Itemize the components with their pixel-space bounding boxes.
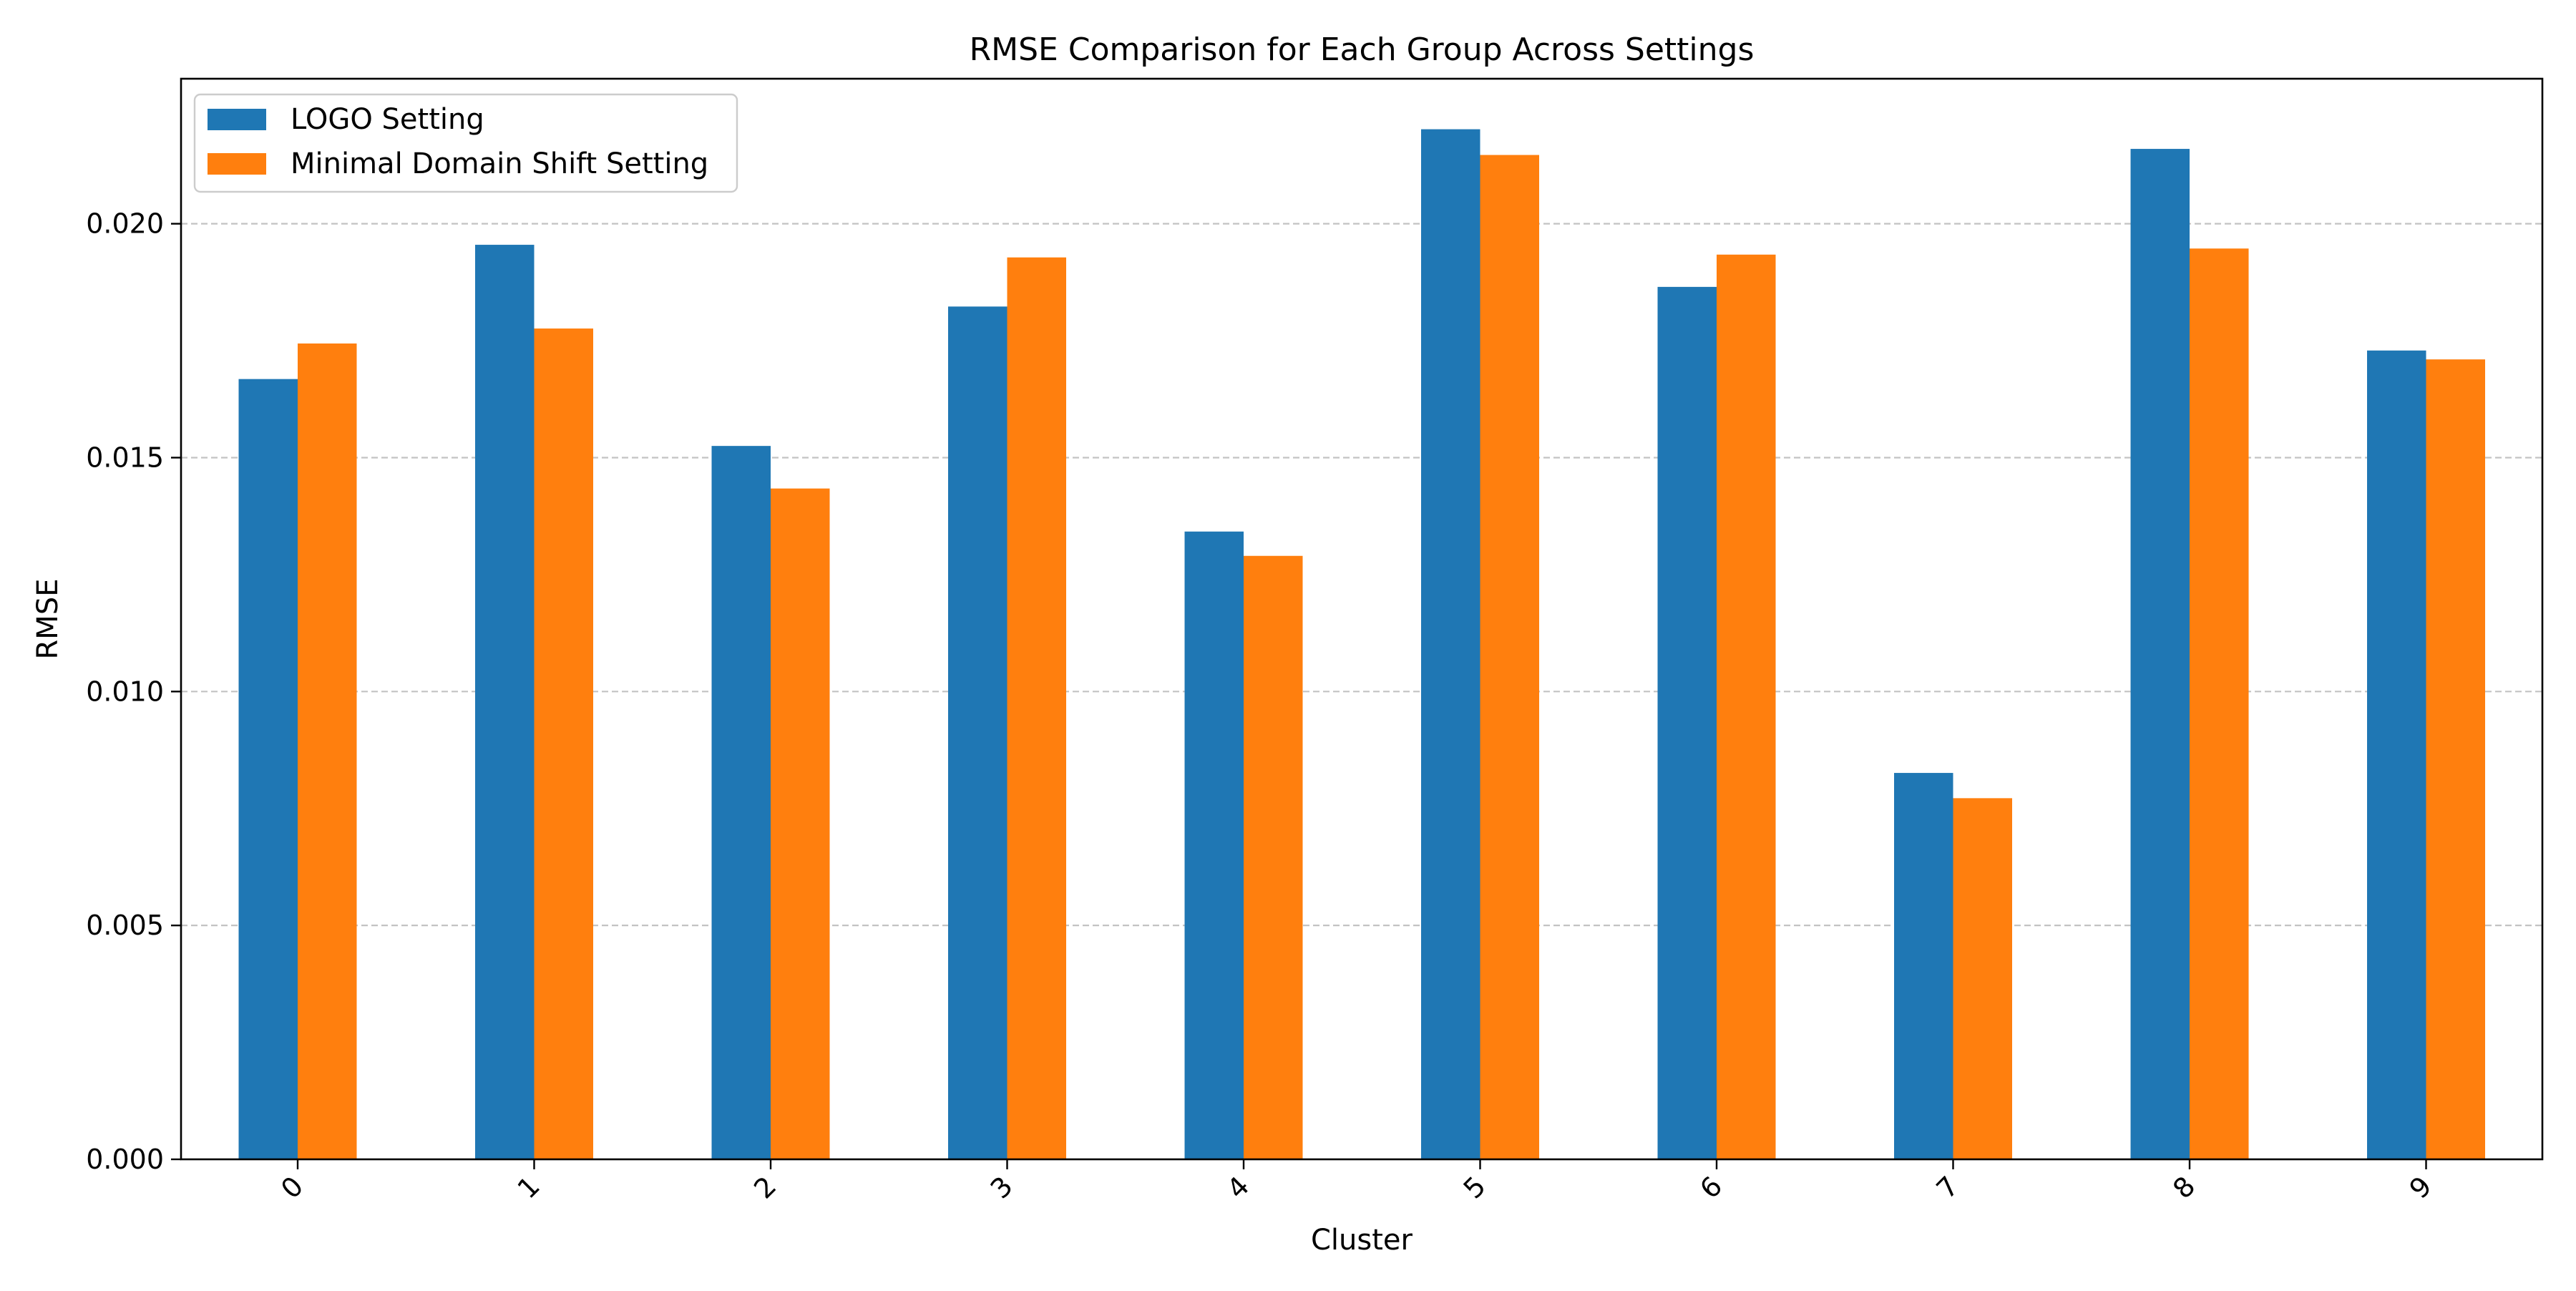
bar-logo-cluster-4 [1184, 531, 1244, 1159]
bar-logo-cluster-0 [238, 379, 298, 1159]
bar-logo-cluster-3 [948, 306, 1008, 1159]
bar-minimal-domain-shift-cluster-8 [2190, 248, 2249, 1160]
bar-logo-cluster-1 [475, 245, 535, 1159]
y-tick-label: 0.000 [86, 1144, 164, 1175]
bar-minimal-domain-shift-cluster-6 [1717, 254, 1776, 1159]
bar-minimal-domain-shift-cluster-0 [298, 343, 357, 1160]
y-axis-ticks: 0.000 0.005 0.010 0.015 0.020 [86, 208, 181, 1175]
bar-minimal-domain-shift-cluster-5 [1480, 155, 1539, 1159]
plot-frame [180, 77, 2544, 1161]
bars [238, 129, 2485, 1160]
bar-logo-cluster-2 [711, 446, 771, 1159]
y-tick-label: 0.020 [86, 208, 164, 240]
y-tick-label: 0.005 [86, 910, 164, 941]
x-axis-label: Cluster [1311, 1224, 1413, 1257]
bar-logo-cluster-6 [1657, 286, 1717, 1159]
y-tick-label: 0.010 [86, 676, 164, 707]
legend-label-minimal-domain-shift: Minimal Domain Shift Setting [291, 147, 708, 180]
chart-title: RMSE Comparison for Each Group Across Se… [970, 31, 1755, 68]
legend-swatch-minimal-domain-shift [208, 153, 266, 175]
y-tick-label: 0.015 [86, 442, 164, 473]
legend-swatch-logo [208, 109, 266, 130]
bar-minimal-domain-shift-cluster-2 [771, 488, 830, 1159]
y-axis-label: RMSE [31, 579, 64, 660]
bar-minimal-domain-shift-cluster-3 [1007, 257, 1066, 1160]
legend-label-logo: LOGO Setting [291, 103, 484, 136]
bar-minimal-domain-shift-cluster-1 [534, 328, 593, 1159]
legend: LOGO Setting Minimal Domain Shift Setting [193, 93, 738, 193]
bar-minimal-domain-shift-cluster-7 [1953, 798, 2012, 1159]
bar-minimal-domain-shift-cluster-9 [2426, 359, 2485, 1160]
legend-box [193, 93, 738, 193]
bar-logo-cluster-8 [2130, 149, 2190, 1159]
bar-logo-cluster-9 [2367, 350, 2426, 1160]
bar-logo-cluster-7 [1894, 773, 1953, 1159]
bar-logo-cluster-5 [1421, 129, 1480, 1159]
bar-minimal-domain-shift-cluster-4 [1244, 555, 1303, 1159]
